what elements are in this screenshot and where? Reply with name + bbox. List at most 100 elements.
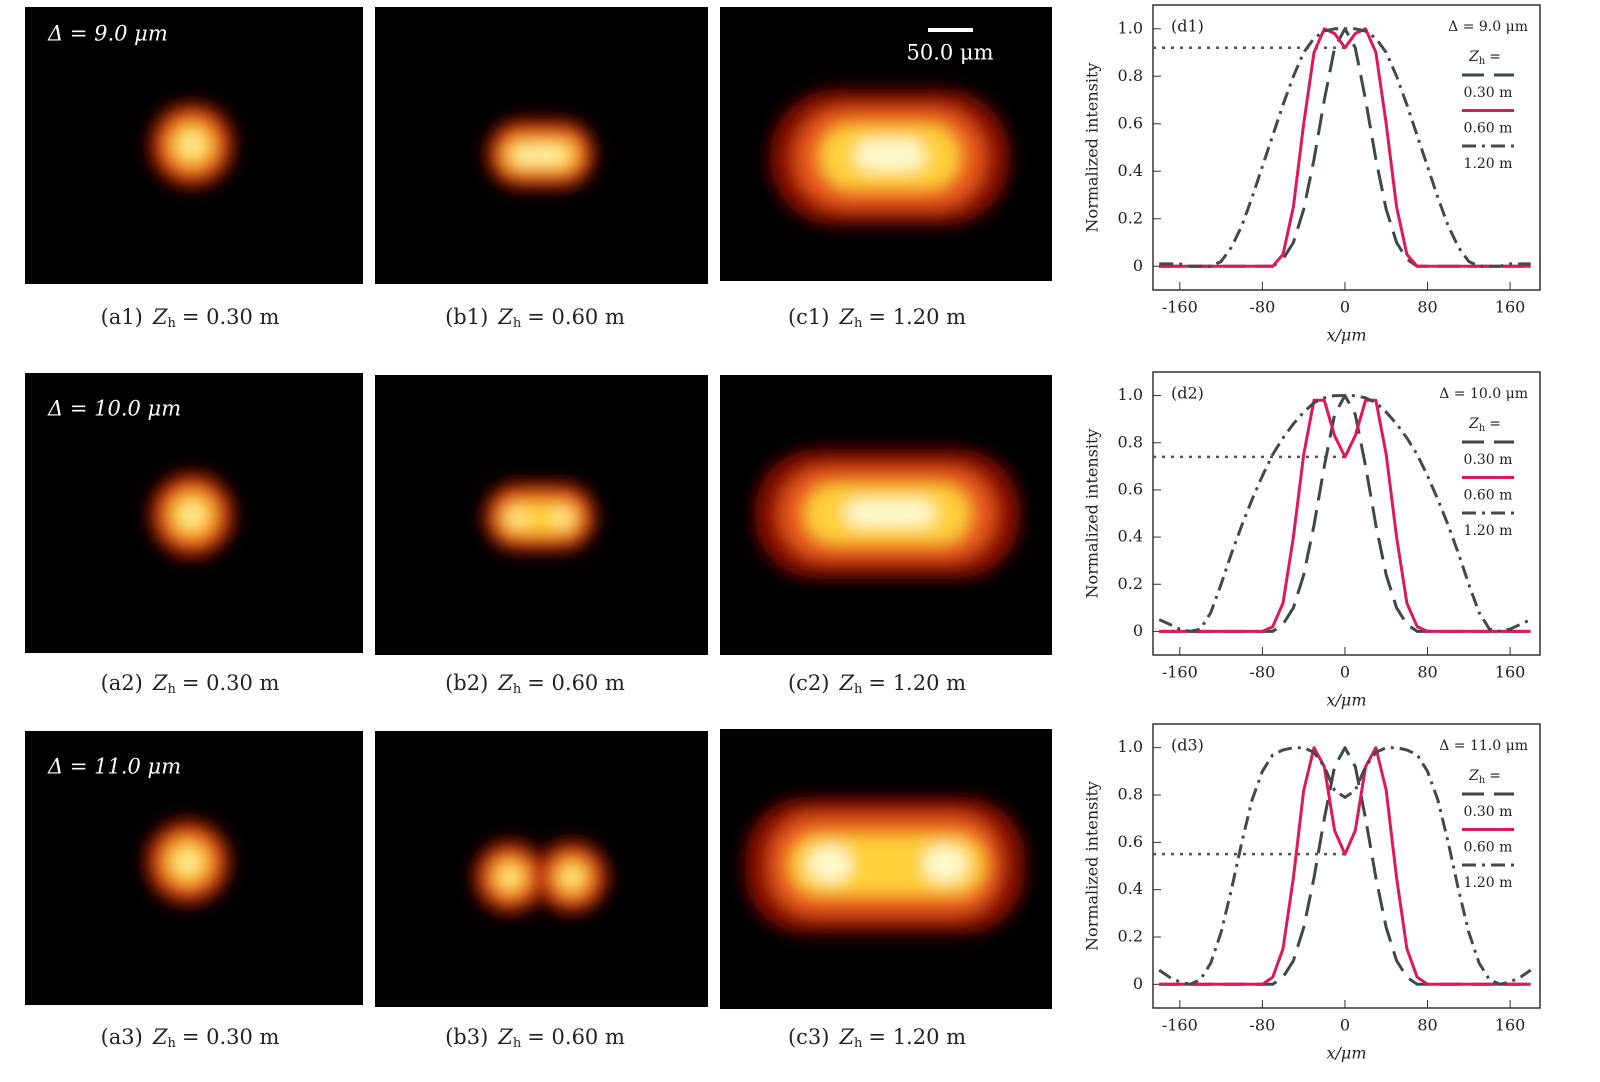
delta-label: Δ = 10.0 μm bbox=[47, 397, 181, 421]
caption-sub: h bbox=[167, 316, 176, 331]
caption-tag: (c2) bbox=[788, 671, 830, 695]
caption-tag: (b2) bbox=[445, 671, 488, 695]
caption-tag: (b1) bbox=[445, 305, 488, 329]
legend-label: 1.20 m bbox=[1464, 875, 1513, 891]
x-tick-label: 0 bbox=[1340, 1016, 1350, 1035]
panel-label: (d1) bbox=[1171, 17, 1204, 36]
caption-sub: h bbox=[513, 682, 522, 697]
y-tick-label: 0.4 bbox=[1118, 161, 1143, 180]
legend-title-sub: h bbox=[1479, 423, 1486, 434]
caption: (a1) Zh = 0.30 m bbox=[101, 305, 280, 331]
caption-sub: h bbox=[513, 1036, 522, 1051]
legend-title: Zh = bbox=[1468, 416, 1501, 434]
y-axis-label: Normalized intensity bbox=[1083, 63, 1102, 233]
caption-tag: (b3) bbox=[445, 1025, 488, 1049]
legend-title-var: Z bbox=[1468, 49, 1479, 65]
y-axis-label: Normalized intensity bbox=[1083, 429, 1102, 599]
y-tick-label: 0 bbox=[1133, 974, 1143, 993]
y-tick-label: 0.8 bbox=[1118, 432, 1143, 451]
legend-title-sub: h bbox=[1479, 56, 1486, 67]
legend-title-var: Z bbox=[1468, 416, 1479, 432]
y-tick-label: 0 bbox=[1133, 621, 1143, 640]
y-tick-label: 0 bbox=[1133, 256, 1143, 275]
beam-spots bbox=[144, 90, 1025, 933]
caption-var: Z bbox=[497, 1025, 513, 1049]
caption-value: = 0.60 m bbox=[527, 305, 625, 329]
caption-tag: (a1) bbox=[101, 305, 143, 329]
caption-var: Z bbox=[152, 671, 168, 695]
y-tick-label: 0.6 bbox=[1118, 479, 1143, 498]
caption: (c3) Zh = 1.20 m bbox=[788, 1025, 966, 1051]
y-tick-label: 0.4 bbox=[1118, 527, 1143, 546]
series-line bbox=[1159, 746, 1531, 986]
y-tick-label: 0.4 bbox=[1118, 879, 1143, 898]
series-line bbox=[1159, 27, 1531, 268]
caption-var: Z bbox=[838, 671, 854, 695]
legend-label: 1.20 m bbox=[1464, 156, 1513, 172]
series-line bbox=[1159, 746, 1531, 986]
caption-var: Z bbox=[152, 1025, 168, 1049]
plot-frame bbox=[1152, 4, 1541, 291]
caption-value: = 0.30 m bbox=[182, 671, 280, 695]
caption-sub: h bbox=[854, 316, 863, 331]
legend-title-rest: = bbox=[1489, 416, 1501, 432]
x-tick-label: 160 bbox=[1495, 663, 1526, 682]
series-line bbox=[1158, 746, 1532, 986]
legend-title: Zh = bbox=[1468, 768, 1501, 786]
caption-tag: (a2) bbox=[101, 671, 143, 695]
y-tick-label: 1.0 bbox=[1118, 18, 1143, 37]
panel-label: (d3) bbox=[1171, 736, 1204, 755]
x-tick-label: -80 bbox=[1250, 1016, 1276, 1035]
caption-var: Z bbox=[497, 671, 513, 695]
y-tick-label: 0.2 bbox=[1118, 574, 1143, 593]
x-axis-label: x/μm bbox=[1327, 691, 1367, 710]
x-tick-label: -80 bbox=[1250, 663, 1276, 682]
caption-value: = 1.20 m bbox=[868, 305, 966, 329]
x-axis-label: x/μm bbox=[1327, 326, 1367, 345]
caption-var: Z bbox=[497, 305, 513, 329]
caption-value: = 0.30 m bbox=[182, 1025, 280, 1049]
legend-label: 0.30 m bbox=[1464, 85, 1513, 101]
y-tick-label: 0.2 bbox=[1118, 927, 1143, 946]
y-axis-label: Normalized intensity bbox=[1083, 781, 1102, 951]
caption: (c1) Zh = 1.20 m bbox=[788, 305, 966, 331]
caption-sub: h bbox=[854, 682, 863, 697]
legend-label: 0.60 m bbox=[1464, 488, 1513, 504]
legend-label: 0.60 m bbox=[1464, 840, 1513, 856]
legend-label: 1.20 m bbox=[1464, 523, 1513, 539]
legend-label: 0.30 m bbox=[1464, 452, 1513, 468]
x-tick-label: -80 bbox=[1250, 298, 1276, 317]
caption: (c2) Zh = 1.20 m bbox=[788, 671, 966, 697]
caption-value: = 0.60 m bbox=[527, 1025, 625, 1049]
caption-var: Z bbox=[838, 1025, 854, 1049]
series-line bbox=[1158, 394, 1532, 633]
y-tick-label: 1.0 bbox=[1118, 737, 1143, 756]
annotation: Δ = 11.0 μm bbox=[1439, 738, 1528, 754]
legend-title-rest: = bbox=[1489, 768, 1501, 784]
y-tick-label: 1.0 bbox=[1118, 385, 1143, 404]
x-axis-label: x/μm bbox=[1327, 1044, 1367, 1063]
x-tick-label: 0 bbox=[1340, 663, 1350, 682]
plot-frame bbox=[1152, 723, 1541, 1009]
caption-value: = 0.60 m bbox=[527, 671, 625, 695]
series-line bbox=[1159, 398, 1531, 633]
x-tick-label: 80 bbox=[1417, 298, 1437, 317]
delta-label: Δ = 11.0 μm bbox=[47, 755, 181, 779]
x-tick-label: 80 bbox=[1417, 663, 1437, 682]
caption: (b1) Zh = 0.60 m bbox=[445, 305, 625, 331]
legend-label: 0.60 m bbox=[1464, 121, 1513, 137]
caption: (a3) Zh = 0.30 m bbox=[101, 1025, 280, 1051]
caption-var: Z bbox=[838, 305, 854, 329]
caption-value: = 1.20 m bbox=[868, 1025, 966, 1049]
caption: (a2) Zh = 0.30 m bbox=[101, 671, 280, 697]
x-tick-label: -160 bbox=[1162, 1016, 1198, 1035]
series-line bbox=[1159, 27, 1531, 268]
legend-title-rest: = bbox=[1489, 49, 1501, 65]
caption-sub: h bbox=[854, 1036, 863, 1051]
caption-tag: (c3) bbox=[788, 1025, 830, 1049]
x-tick-label: 160 bbox=[1495, 1016, 1526, 1035]
caption-var: Z bbox=[152, 305, 168, 329]
legend-title-sub: h bbox=[1479, 775, 1486, 786]
y-tick-label: 0.8 bbox=[1118, 785, 1143, 804]
